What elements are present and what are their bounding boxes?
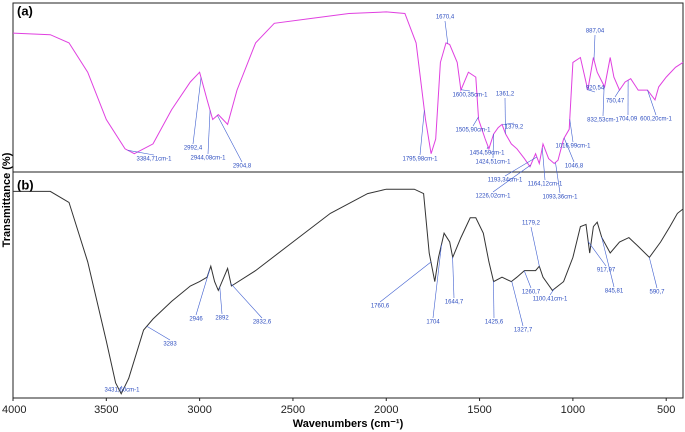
annotation-leader	[419, 110, 425, 156]
annotation-label: 2946	[189, 317, 203, 323]
annotation-leader	[569, 119, 574, 143]
annotation-leader	[432, 244, 442, 319]
annotation-label: 3384,71cm-1	[136, 157, 172, 163]
annotation-leader	[602, 85, 605, 117]
x-tick-label: 1000	[561, 404, 585, 416]
annotation-label: 1046,8	[565, 164, 584, 170]
annotation-label: 1193,34cm-1	[488, 178, 523, 184]
annotation-leader	[601, 237, 615, 288]
annotation-label: 920,54	[586, 86, 605, 92]
annotation-label: 1179,2	[522, 221, 541, 227]
annotation-label: 1379,2	[505, 125, 524, 131]
x-axis-label: Wavenumbers (cm⁻¹)	[293, 418, 404, 430]
y-axis-label: Transmittance (%)	[1, 152, 13, 247]
annotation-leader	[492, 164, 531, 193]
annotation-label: 1425,6	[485, 320, 504, 326]
annotation-label: 887,04	[586, 29, 605, 35]
annotation-leader	[146, 326, 171, 341]
annotation-label: 1093,36cm-1	[542, 195, 578, 201]
panel-label: (b)	[17, 177, 34, 192]
annotation-leader	[444, 20, 449, 44]
annotation-label: 1670,4	[436, 15, 455, 21]
x-tick-label: 2000	[374, 404, 398, 416]
annotation-leader	[555, 162, 561, 194]
annotation-label: 1600,35cm-1	[452, 93, 488, 99]
x-tick-label: 2500	[281, 404, 305, 416]
annotation-leader	[460, 89, 471, 92]
annotation-leader	[486, 146, 489, 150]
annotation-leader	[219, 286, 223, 315]
annotation-label: 600,20cm-1	[640, 117, 672, 123]
spectrum-line	[13, 188, 684, 395]
annotation-leader	[195, 269, 210, 316]
annotation-label: 1644,7	[445, 300, 464, 306]
annotation-label: 3283	[163, 342, 177, 348]
annotation-label: 1795,98cm-1	[402, 157, 438, 163]
annotation-leader	[207, 110, 211, 155]
annotation-label: 1260,7	[522, 290, 541, 296]
annotation-leader	[511, 281, 524, 327]
x-tick-label: 4000	[2, 404, 26, 416]
annotation-label: 1327,7	[514, 328, 533, 334]
x-tick-label: 500	[657, 404, 675, 416]
panel-label: (a)	[17, 3, 33, 18]
annotation-leader	[192, 77, 202, 145]
annotation-leader	[563, 137, 575, 163]
annotation-leader	[492, 134, 494, 159]
annotation-leader	[549, 288, 555, 296]
annotation-leader	[593, 34, 596, 60]
annotation-label: 845,81	[605, 289, 624, 295]
annotation-label: 750,47	[606, 99, 625, 105]
annotation-label: 1016,99cm-1	[555, 144, 591, 150]
annotation-leader	[648, 257, 658, 289]
annotation-leader	[541, 147, 546, 181]
x-tick-label: 3500	[94, 404, 118, 416]
annotation-label: 3431,60cm-1	[104, 388, 140, 394]
annotation-label: 2892	[215, 316, 229, 322]
annotation-label: 1164,12cm-1	[528, 182, 563, 188]
annotation-leader	[493, 281, 495, 319]
annotation-label: 704,09	[619, 117, 638, 123]
annotation-label: 917,97	[597, 268, 616, 274]
annotation-label: 1704	[426, 320, 440, 326]
annotation-leader	[502, 122, 515, 126]
annotation-leader	[647, 90, 657, 116]
annotation-leader	[614, 89, 620, 98]
annotation-leader	[127, 150, 155, 156]
annotation-leader	[379, 261, 432, 303]
annotation-leader	[217, 115, 243, 163]
annotation-label: 1505,90cm-1	[455, 128, 491, 134]
annotation-leader	[523, 270, 532, 289]
annotation-label: 1361,2	[496, 92, 515, 98]
x-tick-label: 1500	[467, 404, 491, 416]
x-tick-label: 3000	[187, 404, 211, 416]
annotation-leader	[504, 156, 537, 177]
annotation-label: 1454,59cm-1	[469, 151, 505, 157]
annotation-label: 2904,8	[233, 164, 252, 170]
annotation-label: 2992,4	[184, 146, 203, 152]
annotation-label: 2944,08cm-1	[190, 156, 226, 162]
annotation-label: 1226,02cm-1	[475, 194, 511, 200]
annotation-leader	[587, 89, 596, 93]
annotation-leader	[118, 385, 123, 390]
annotation-label: 1760,6	[371, 304, 390, 310]
annotation-leader	[530, 226, 540, 267]
annotation-label: 832,53cm-1	[587, 118, 619, 124]
annotation-label: 2832,6	[253, 320, 272, 326]
annotation-leader	[587, 241, 607, 267]
annotation-label: 1424,51cm-1	[475, 160, 511, 166]
annotation-label: 590,7	[649, 290, 665, 296]
frame	[12, 2, 684, 399]
spectrum-line	[12, 11, 684, 168]
annotation-leader	[452, 256, 455, 299]
annotation-label: 1100,41cm-1	[533, 297, 568, 303]
annotation-leader	[230, 283, 263, 319]
annotation-leader	[472, 116, 479, 127]
